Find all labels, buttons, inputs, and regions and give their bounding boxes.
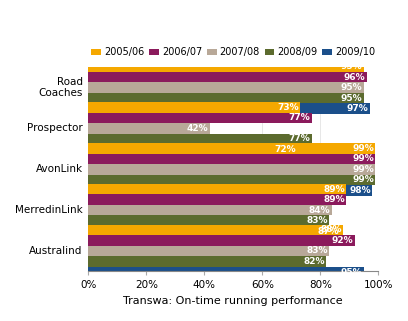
Bar: [88, 102, 300, 113]
Bar: [88, 144, 297, 155]
Text: 99%: 99%: [352, 154, 374, 163]
Text: 95%: 95%: [341, 83, 362, 92]
Bar: [88, 72, 367, 82]
Text: 88%: 88%: [321, 225, 342, 235]
Text: 77%: 77%: [288, 134, 310, 143]
Text: 95%: 95%: [341, 94, 362, 103]
Bar: [88, 225, 344, 235]
Text: 95%: 95%: [341, 62, 362, 71]
Text: 98%: 98%: [349, 186, 371, 195]
Text: 99%: 99%: [352, 175, 374, 184]
Text: 73%: 73%: [277, 103, 299, 112]
Bar: [88, 164, 375, 175]
Bar: [88, 256, 326, 267]
Text: 92%: 92%: [332, 236, 354, 245]
Bar: [88, 267, 364, 277]
Text: 87%: 87%: [317, 227, 339, 236]
Text: 72%: 72%: [274, 145, 296, 154]
Text: 77%: 77%: [288, 113, 310, 123]
Bar: [88, 175, 375, 185]
Text: 95%: 95%: [341, 267, 362, 276]
Text: 96%: 96%: [344, 73, 365, 82]
Legend: 2005/06, 2006/07, 2007/08, 2008/09, 2009/10: 2005/06, 2006/07, 2007/08, 2008/09, 2009…: [88, 43, 379, 61]
Bar: [88, 143, 375, 153]
Bar: [88, 93, 364, 103]
Bar: [88, 205, 332, 215]
Bar: [88, 113, 312, 123]
Bar: [88, 235, 355, 246]
Bar: [88, 134, 312, 144]
Bar: [88, 103, 370, 114]
Bar: [88, 184, 346, 195]
Bar: [88, 123, 210, 134]
Bar: [88, 226, 341, 236]
Text: 84%: 84%: [309, 206, 330, 215]
Text: 99%: 99%: [352, 144, 374, 153]
Bar: [88, 246, 329, 256]
Text: 97%: 97%: [346, 104, 368, 113]
Bar: [88, 185, 373, 195]
Bar: [88, 82, 364, 93]
Bar: [88, 61, 364, 72]
Bar: [88, 215, 329, 226]
Text: 89%: 89%: [323, 195, 345, 204]
Bar: [88, 195, 346, 205]
Text: 42%: 42%: [187, 124, 208, 133]
Text: 83%: 83%: [306, 216, 328, 225]
X-axis label: Transwa: On-time running performance: Transwa: On-time running performance: [124, 296, 343, 306]
Text: 82%: 82%: [303, 257, 325, 266]
Text: 83%: 83%: [306, 247, 328, 256]
Text: 89%: 89%: [323, 185, 345, 194]
Text: 99%: 99%: [352, 165, 374, 174]
Bar: [88, 153, 375, 164]
